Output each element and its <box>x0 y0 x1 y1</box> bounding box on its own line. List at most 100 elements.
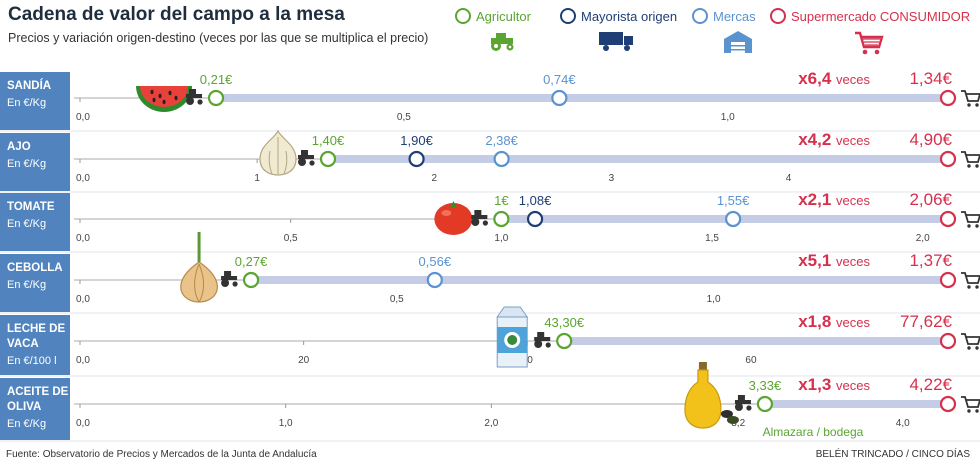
tick-label: 0,5 <box>397 112 411 123</box>
legend-marker <box>455 8 471 24</box>
cart-wheel <box>967 346 971 350</box>
onion-lines <box>194 263 205 303</box>
tick-label: 0,0 <box>76 112 90 123</box>
onion-icon <box>180 232 218 303</box>
legend-item-mercas: Mercas <box>692 8 756 24</box>
tractor-wheel <box>534 340 543 348</box>
multiplier-value: x6,4 <box>798 69 836 88</box>
cart-wheel <box>967 285 971 289</box>
tractor-icon <box>534 332 551 348</box>
row-name: TOMATE <box>7 201 55 213</box>
legend-marker <box>692 8 708 24</box>
point-label: 1,34€ <box>909 69 952 88</box>
shopping-cart-icon <box>961 333 980 350</box>
chart-row: TOMATE En €/Kg 0,0 0,5 1,0 1,5 2,0 1€ 1,08€ 1,55€… <box>0 190 980 253</box>
tractor-wheel <box>471 218 480 226</box>
tomato-icon <box>434 201 473 235</box>
data-point <box>493 150 510 168</box>
cart-wheel <box>967 103 971 107</box>
watermelon-seed <box>150 89 154 95</box>
chart-row: ACEITE DE OLIVA En €/Kg 0,0 1,0 2,0 3,2 4,0 3,33… <box>0 362 980 442</box>
row-unit: En €/Kg <box>7 97 46 109</box>
point-label: 77,62€ <box>900 312 953 331</box>
tick-label: 1,0 <box>721 112 735 123</box>
tick-label: 0,0 <box>76 418 90 429</box>
tractor-wheel <box>298 158 306 166</box>
tractor-cab <box>474 210 482 217</box>
carton-top <box>496 306 529 318</box>
multiplier-value: x4,2 <box>798 130 836 149</box>
tractor-cab <box>224 271 232 278</box>
tractor-wheel <box>482 220 488 226</box>
multiplier-label: x4,2 veces <box>798 130 870 149</box>
data-point <box>408 150 425 168</box>
onion-bulb <box>180 261 218 303</box>
tractor-body <box>471 215 488 219</box>
tick-label: 0,5 <box>284 233 298 244</box>
milk-carton-icon <box>496 306 529 368</box>
point-label: 1,40€ <box>312 133 345 148</box>
range-bar <box>564 337 948 345</box>
multiplier-value: x1,3 <box>798 375 836 394</box>
tick-label: 1,0 <box>279 418 293 429</box>
row-label-bg <box>0 254 70 312</box>
multiplier-suffix: veces <box>836 72 870 87</box>
legend: Agricultor Mayorista origen Mercas Super… <box>0 8 980 58</box>
multiplier-suffix: veces <box>836 133 870 148</box>
data-point <box>493 210 510 228</box>
chart-subtitle: Precios y variación origen-destino (vece… <box>8 31 429 45</box>
legend-label: Supermercado CONSUMIDOR <box>791 8 971 24</box>
point-label: 4,90€ <box>909 130 952 149</box>
legend-label: Mercas <box>713 8 756 24</box>
point-label: 0,56€ <box>419 254 452 269</box>
shopping-cart-icon <box>961 90 980 107</box>
shopping-cart-icon <box>855 31 884 55</box>
range-bar <box>328 155 948 163</box>
tractor-body <box>221 276 238 280</box>
cart-frame <box>961 272 980 284</box>
data-point <box>939 271 957 289</box>
multiplier-label: x6,4 veces <box>798 69 870 88</box>
chart-row: AJO En €/Kg 0,0 1 2 3 4 1,40€ 1,90€ 2,38€ 4,90€ x4,… <box>0 129 980 193</box>
data-point <box>526 210 544 228</box>
cart-wheel <box>975 346 979 350</box>
row-unit: En €/Kg <box>7 418 46 430</box>
tick-label: 1 <box>254 173 260 184</box>
tractor-cab <box>301 150 308 157</box>
range-bar <box>216 94 948 102</box>
tick-label: 2 <box>432 173 438 184</box>
tractor-wheel <box>197 99 203 105</box>
multiplier-value: x1,8 <box>798 312 836 331</box>
data-point <box>939 150 957 168</box>
chart-row: SANDÍA En €/Kg 0,0 0,5 1,0 0,21€ 0,74€ 1,34€ x6,… <box>0 69 980 132</box>
row-label-bg <box>0 315 70 375</box>
point-label: 1€ <box>494 193 509 208</box>
tractor-body <box>186 94 203 98</box>
tractor-icon <box>221 271 238 287</box>
row-unit: En €/Kg <box>7 158 46 170</box>
tractor-wheel <box>232 281 238 287</box>
tractor-icon <box>734 395 752 411</box>
cart-wheel <box>975 103 979 107</box>
cart-wheel <box>967 164 971 168</box>
legend-label: Agricultor <box>476 8 531 24</box>
watermelon-seed <box>158 93 162 99</box>
range-bar <box>764 400 948 408</box>
row-unit: En €/100 l <box>7 355 57 367</box>
multiplier-label: x2,1 veces <box>798 190 870 209</box>
row-name: ACEITE DE <box>7 386 69 398</box>
point-label: 1,90€ <box>400 133 433 148</box>
tick-label: 0,0 <box>76 173 90 184</box>
row-name: LECHE DE <box>7 323 65 335</box>
tick-label: 0,0 <box>76 233 90 244</box>
shopping-cart-icon <box>961 272 980 289</box>
credit-note: BELÉN TRINCADO / CINCO DÍAS <box>815 449 970 460</box>
chart-row: CEBOLLA En €/Kg 0,0 0,5 1,0 0,27€ 0,56€ 1,37€ x5… <box>0 232 980 314</box>
olive <box>726 416 739 424</box>
cart-wheel <box>975 285 979 289</box>
legend-item-supermercado: Supermercado CONSUMIDOR <box>770 8 970 24</box>
tick-label: 4 <box>786 173 792 184</box>
cart-frame <box>961 333 980 345</box>
multiplier-label: x1,3 veces <box>798 375 870 394</box>
